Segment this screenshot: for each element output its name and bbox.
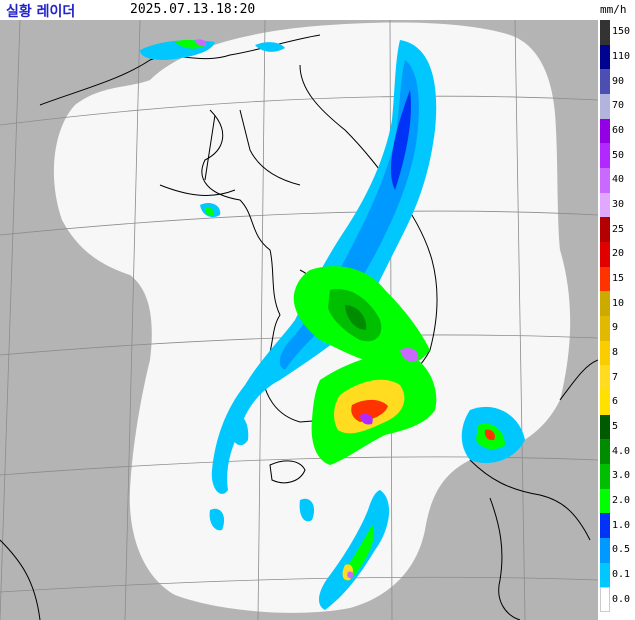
legend-swatch: [600, 291, 610, 317]
map-header: 실황 레이더 2025.07.13.18:20 mm/h: [0, 0, 635, 20]
legend-label: 15: [612, 273, 625, 284]
legend-label: 6: [612, 396, 619, 408]
legend-label: 2.0: [612, 495, 631, 506]
legend-label: 20: [612, 248, 625, 260]
precipitation-echoes: [140, 39, 525, 610]
legend-swatch: [600, 538, 610, 564]
legend-swatch: [600, 44, 610, 70]
legend-swatch: [600, 217, 610, 243]
legend-label: 7: [612, 371, 619, 383]
legend-swatch: [600, 94, 610, 120]
legend-label: 1.0: [612, 519, 631, 531]
legend-swatch: [600, 143, 610, 169]
legend-swatch: [600, 488, 610, 514]
legend-label: 0.0: [612, 593, 631, 605]
legend-label: 110: [612, 51, 631, 62]
rain-rate-unit: mm/h: [600, 3, 627, 16]
legend-label: 25: [612, 223, 625, 235]
legend-swatch: [600, 20, 610, 46]
legend-swatch: [600, 69, 610, 95]
legend-swatch: [600, 316, 610, 342]
legend-label: 150: [612, 26, 631, 38]
legend-swatch: [600, 340, 610, 366]
precipitation-legend: 150 110 90 70 60 50 40 30 25 20 15 10 9 8 7 6 5 4.0 3.0 2.0…: [598, 20, 635, 613]
legend-swatch: [600, 118, 610, 144]
legend-swatch: [600, 242, 610, 268]
legend-label: 5: [612, 421, 619, 432]
legend-swatch: [600, 587, 610, 613]
legend-label: 9: [612, 322, 619, 334]
legend-swatch: [600, 365, 610, 391]
legend-label: 10: [612, 297, 625, 309]
japan-coastline: [0, 359, 598, 620]
legend-label: 3.0: [612, 470, 631, 482]
legend-label: 90: [612, 75, 625, 87]
legend-swatch: [600, 513, 610, 539]
legend-swatch: [600, 414, 610, 440]
legend-swatch: [600, 562, 610, 588]
legend-label: 50: [612, 149, 625, 161]
radar-map: [0, 20, 598, 620]
map-title: 실황 레이더: [6, 4, 76, 20]
legend-swatch: [600, 464, 610, 490]
legend-swatch: [600, 439, 610, 465]
legend-label: 30: [612, 199, 625, 210]
legend-swatch: [600, 390, 610, 416]
legend-label: 40: [612, 174, 625, 186]
legend-label: 0.1: [612, 569, 631, 580]
observation-timestamp: 2025.07.13.18:20: [130, 2, 256, 17]
legend-label: 4.0: [612, 445, 631, 457]
lat-lon-grid: [0, 20, 598, 620]
legend-swatch: [600, 168, 610, 194]
legend-label: 60: [612, 125, 625, 136]
legend-label: 70: [612, 100, 625, 112]
legend-label: 0.5: [612, 544, 631, 556]
legend-swatch: [600, 266, 610, 292]
legend-swatch: [600, 192, 610, 218]
legend-label: 8: [612, 347, 619, 358]
